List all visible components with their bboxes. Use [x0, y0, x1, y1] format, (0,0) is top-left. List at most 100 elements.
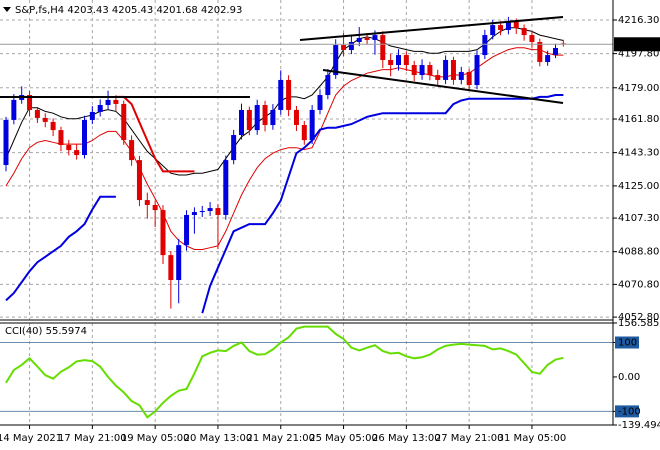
candle-body	[498, 25, 504, 30]
candle-body	[207, 208, 213, 211]
candle-body	[513, 21, 519, 28]
y-tick-label: 100	[618, 337, 637, 348]
candle-body	[490, 25, 496, 36]
candle-body	[223, 160, 229, 215]
candle-body	[333, 45, 339, 76]
level-label-box	[615, 336, 639, 349]
candle-body	[388, 59, 394, 66]
y-tick-label: 4052.80	[618, 312, 659, 323]
candle-body	[27, 95, 33, 110]
candle-body	[482, 35, 488, 56]
x-tick-label: 21 May 21:00	[246, 433, 315, 444]
candle-body	[176, 245, 182, 281]
indicator-line	[5, 325, 564, 419]
candle-body	[301, 125, 307, 141]
overlay-line	[5, 27, 564, 176]
candle-body	[42, 117, 48, 122]
candle-body	[136, 160, 142, 201]
candle-body	[466, 71, 472, 86]
y-tick-label: 4161.80	[618, 114, 659, 125]
symbol: S&P,fs,H4	[15, 5, 64, 16]
x-tick-label: 17 May 21:00	[58, 433, 127, 444]
y-tick-label: 4197.80	[618, 49, 659, 60]
candle-body	[246, 109, 252, 131]
level-label-box	[615, 405, 639, 418]
candle-body	[191, 212, 197, 215]
last-price-box	[614, 37, 660, 52]
candle-body	[129, 140, 135, 161]
candle-body	[325, 75, 331, 96]
y-tick-label: 4216.30	[618, 15, 659, 26]
candle-body	[435, 75, 441, 80]
candle-body	[529, 35, 535, 42]
candle-body	[521, 27, 527, 36]
candle-body	[341, 45, 347, 50]
candle-body	[403, 55, 409, 66]
candle-body	[160, 210, 166, 256]
x-tick-label: 26 May 13:00	[372, 433, 441, 444]
candle-body	[419, 65, 425, 76]
candle-body	[58, 130, 64, 146]
candle-body	[553, 47, 558, 56]
y-tick-label: 4125.00	[618, 181, 659, 192]
candle-body	[364, 37, 370, 40]
x-tick-label: 14 May 2021	[0, 433, 62, 444]
candle-body	[474, 55, 480, 86]
trend-line	[322, 69, 564, 104]
y-tick-label: 4179.00	[618, 83, 659, 94]
y-tick-label: -139.4945	[618, 420, 660, 431]
candle-body	[34, 109, 40, 118]
y-tick-label: 0.00	[618, 372, 640, 383]
y-tick-label: 4143.30	[618, 148, 659, 159]
candle-body	[74, 150, 80, 156]
candle-body	[97, 105, 103, 112]
candle-body	[184, 214, 190, 246]
close-price: 4202.93	[201, 5, 242, 16]
low-price: 4201.68	[156, 5, 197, 16]
candle-body	[121, 103, 127, 141]
candle-body	[152, 204, 158, 211]
indicator-label: CCI(40) 55.5974	[5, 326, 87, 337]
overlay-line	[201, 94, 564, 314]
candle-body	[168, 255, 174, 281]
candle-body	[105, 99, 111, 106]
candle-body	[89, 111, 95, 120]
candle-body	[293, 109, 299, 126]
candle-body	[411, 65, 417, 76]
candle-body	[443, 59, 449, 80]
x-tick-label: 27 May 21:00	[435, 433, 504, 444]
x-tick-label: 31 May 05:00	[498, 433, 567, 444]
candle-body	[11, 99, 17, 120]
y-tick-label: 4070.80	[618, 279, 659, 290]
y-tick-label: 4107.30	[618, 213, 659, 224]
x-tick-label: 25 May 05:00	[309, 433, 378, 444]
x-tick-label: 20 May 13:00	[184, 433, 253, 444]
candle-body	[278, 79, 284, 110]
overlay-line	[115, 95, 195, 173]
indicator-value: 55.5974	[46, 326, 87, 337]
candle-body	[317, 95, 323, 110]
y-tick-label: 4088.80	[618, 247, 659, 258]
candle-body	[286, 79, 292, 110]
candle-body	[356, 37, 362, 42]
candle-body	[309, 109, 315, 141]
candle-body	[348, 41, 354, 50]
candle-body	[144, 200, 150, 205]
overlay-line	[5, 195, 116, 302]
menu-arrow[interactable]	[3, 7, 11, 12]
candle-body	[3, 119, 9, 165]
candle-body	[458, 71, 464, 80]
candle-body	[380, 35, 386, 60]
candle-body	[545, 55, 551, 62]
x-tick-label: 19 May 05:00	[121, 433, 190, 444]
candle-body	[396, 55, 401, 66]
candle-body	[239, 109, 244, 136]
candle-body	[427, 65, 433, 76]
candle-body	[66, 145, 72, 151]
last-price-label: 4202.93	[618, 39, 659, 50]
candle-body	[262, 105, 268, 126]
candle-body	[50, 121, 56, 131]
